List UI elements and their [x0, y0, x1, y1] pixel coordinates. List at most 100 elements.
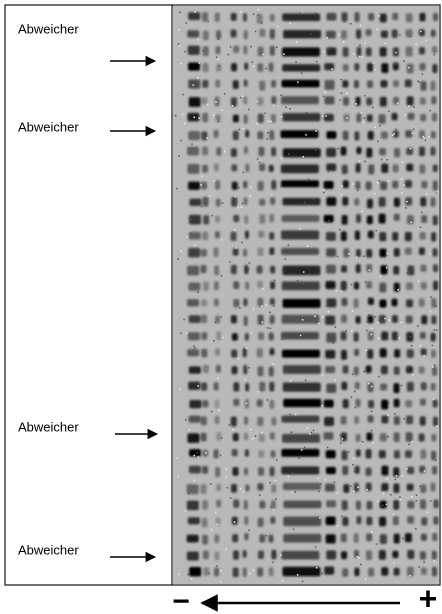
- gel-band: [421, 215, 428, 223]
- gel-band: [187, 332, 200, 341]
- gel-band: [406, 415, 414, 425]
- gel-noise: [352, 457, 355, 460]
- gel-band: [431, 450, 437, 461]
- gel-band: [404, 180, 412, 188]
- gel-band: [342, 568, 349, 577]
- gel-band: [324, 96, 335, 105]
- gel-band: [200, 264, 207, 274]
- gel-band: [202, 196, 209, 207]
- gel-band: [391, 29, 398, 38]
- gel-band: [258, 332, 265, 340]
- gel-band: [200, 248, 207, 257]
- gel-band: [420, 348, 427, 356]
- gel-noise: [348, 252, 350, 255]
- gel-noise: [225, 476, 228, 479]
- gel-noise: [219, 581, 222, 583]
- gel-noise: [247, 268, 250, 271]
- gel-noise: [184, 418, 187, 421]
- gel-band: [280, 130, 319, 139]
- gel-band: [366, 516, 373, 526]
- gel-band: [341, 215, 348, 225]
- gel-band: [270, 516, 276, 524]
- gel-band: [269, 466, 275, 477]
- gel-noise: [205, 452, 207, 454]
- gel-noise: [410, 221, 412, 224]
- gel-band: [342, 365, 349, 374]
- gel-noise: [305, 111, 308, 114]
- gel-band: [366, 501, 373, 510]
- gel-band: [271, 416, 277, 426]
- gel-band: [326, 196, 337, 206]
- gel-noise: [238, 128, 241, 131]
- gel-band: [365, 449, 372, 459]
- gel-band: [431, 96, 437, 105]
- gel-band: [188, 247, 201, 258]
- gel-band: [419, 465, 426, 474]
- gel-band: [354, 416, 360, 424]
- gel-band: [231, 63, 238, 72]
- gel-noise: [257, 14, 260, 16]
- gel-band: [379, 282, 387, 293]
- gel-noise: [184, 50, 186, 53]
- gel-band: [406, 299, 414, 308]
- gel-band: [432, 465, 438, 475]
- gel-noise: [435, 459, 437, 462]
- gel-noise: [262, 53, 265, 56]
- gel-band: [256, 13, 263, 24]
- gel-noise: [194, 244, 197, 247]
- gel-band: [214, 567, 220, 577]
- gel-band: [391, 112, 398, 121]
- gel-noise: [411, 496, 413, 498]
- gel-noise: [280, 185, 282, 188]
- gel-band: [432, 180, 438, 191]
- gel-noise: [217, 120, 220, 123]
- gel-band: [268, 62, 274, 72]
- gel-band: [231, 164, 238, 172]
- gel-noise: [209, 483, 212, 485]
- gel-band: [201, 332, 208, 341]
- gel-noise: [318, 322, 320, 325]
- gel-noise: [204, 199, 207, 201]
- gel-band: [393, 499, 400, 510]
- gel-band: [188, 381, 201, 390]
- gel-band: [202, 62, 209, 73]
- gel-band: [186, 146, 199, 156]
- gel-band: [393, 383, 400, 394]
- gel-band: [268, 332, 274, 341]
- gel-band: [281, 466, 320, 475]
- gel-noise: [294, 491, 296, 493]
- gel-noise: [366, 320, 369, 323]
- gel-band: [393, 248, 400, 257]
- gel-band: [213, 298, 219, 307]
- gel-band: [353, 532, 359, 543]
- gel-noise: [375, 229, 378, 232]
- gel-noise: [411, 440, 413, 443]
- gel-noise: [368, 269, 371, 271]
- gel-band: [202, 550, 209, 560]
- gel-noise: [281, 580, 284, 582]
- gel-noise: [242, 171, 245, 174]
- gel-noise: [261, 305, 263, 307]
- gel-noise: [310, 33, 312, 35]
- gel-noise: [431, 344, 434, 347]
- gel-noise: [429, 500, 432, 502]
- gel-noise: [265, 304, 267, 306]
- gel-band: [323, 399, 334, 408]
- gel-noise: [252, 307, 255, 310]
- gel-band: [232, 248, 239, 256]
- gel-band: [243, 500, 248, 510]
- gel-noise: [340, 78, 342, 81]
- gel-band: [430, 80, 436, 91]
- gel-band: [270, 500, 276, 510]
- gel-band: [431, 315, 437, 325]
- gel-band: [406, 483, 414, 491]
- gel-band: [419, 231, 426, 240]
- gel-noise: [290, 252, 292, 255]
- gel-noise: [339, 442, 342, 445]
- gel-noise: [403, 417, 406, 420]
- gel-noise: [273, 305, 275, 307]
- gel-band: [432, 164, 438, 172]
- gel-band: [257, 46, 264, 57]
- gel-noise: [368, 382, 370, 385]
- gel-noise: [429, 253, 431, 255]
